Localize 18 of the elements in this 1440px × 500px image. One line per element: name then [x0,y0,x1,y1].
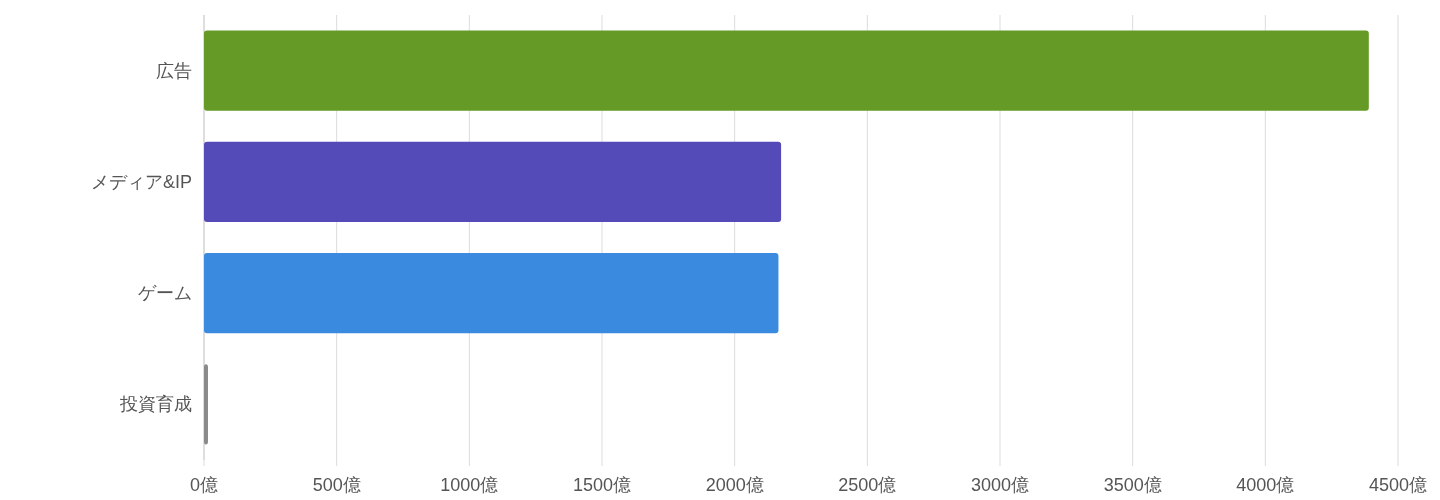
x-tick-label: 2000億 [705,475,764,495]
x-tick-label: 4000億 [1236,475,1295,495]
x-tick-label: 4500億 [1368,475,1428,495]
x-tick-label: 3000億 [970,475,1030,495]
x-tick-label: 3500億 [1103,475,1162,495]
bar [204,141,782,222]
x-tick-label: 2500億 [838,475,897,495]
bar [204,364,208,445]
x-tick-label: 500億 [312,475,361,495]
bar [204,253,779,334]
y-tick-label: ゲーム [138,283,192,304]
y-tick-label: メディア&IP [90,171,192,192]
x-tick-label: 1500億 [572,475,632,495]
y-tick-label: 広告 [156,60,192,81]
x-tick-label: 1000億 [440,475,499,495]
bar [204,30,1369,111]
y-tick-label: 投資育成 [119,394,192,415]
x-tick-label: 0億 [189,475,219,495]
